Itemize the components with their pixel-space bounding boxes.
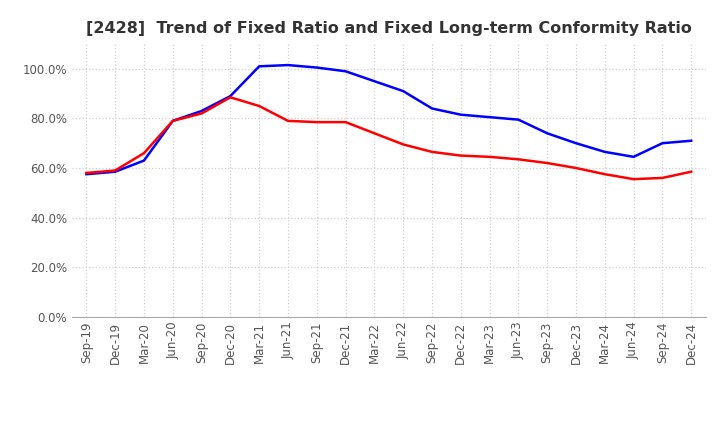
Fixed Ratio [197, 108, 206, 114]
Fixed Long-term Conformity Ratio [572, 165, 580, 171]
Line: Fixed Ratio: Fixed Ratio [86, 65, 691, 174]
Fixed Long-term Conformity Ratio [111, 168, 120, 173]
Fixed Long-term Conformity Ratio [341, 120, 350, 125]
Fixed Ratio [140, 158, 148, 163]
Fixed Ratio [572, 140, 580, 146]
Fixed Long-term Conformity Ratio [629, 176, 638, 182]
Line: Fixed Long-term Conformity Ratio: Fixed Long-term Conformity Ratio [86, 97, 691, 179]
Fixed Ratio [370, 79, 379, 84]
Fixed Ratio [82, 172, 91, 177]
Fixed Long-term Conformity Ratio [399, 142, 408, 147]
Fixed Ratio [255, 64, 264, 69]
Fixed Long-term Conformity Ratio [312, 120, 321, 125]
Fixed Ratio [485, 114, 494, 120]
Fixed Ratio [284, 62, 292, 68]
Fixed Long-term Conformity Ratio [514, 157, 523, 162]
Fixed Long-term Conformity Ratio [370, 131, 379, 136]
Fixed Long-term Conformity Ratio [456, 153, 465, 158]
Fixed Ratio [428, 106, 436, 111]
Fixed Long-term Conformity Ratio [82, 170, 91, 176]
Fixed Long-term Conformity Ratio [687, 169, 696, 174]
Fixed Long-term Conformity Ratio [140, 150, 148, 156]
Fixed Ratio [312, 65, 321, 70]
Fixed Ratio [600, 149, 609, 154]
Fixed Ratio [341, 69, 350, 74]
Fixed Ratio [658, 140, 667, 146]
Fixed Long-term Conformity Ratio [226, 95, 235, 100]
Fixed Long-term Conformity Ratio [197, 111, 206, 116]
Fixed Long-term Conformity Ratio [284, 118, 292, 124]
Fixed Ratio [629, 154, 638, 159]
Fixed Ratio [687, 138, 696, 143]
Fixed Ratio [226, 93, 235, 99]
Title: [2428]  Trend of Fixed Ratio and Fixed Long-term Conformity Ratio: [2428] Trend of Fixed Ratio and Fixed Lo… [86, 21, 692, 36]
Fixed Ratio [543, 131, 552, 136]
Fixed Long-term Conformity Ratio [543, 161, 552, 166]
Fixed Ratio [168, 118, 177, 124]
Fixed Long-term Conformity Ratio [255, 103, 264, 109]
Fixed Ratio [456, 112, 465, 117]
Fixed Long-term Conformity Ratio [168, 118, 177, 124]
Fixed Long-term Conformity Ratio [658, 175, 667, 180]
Fixed Ratio [399, 88, 408, 94]
Fixed Ratio [514, 117, 523, 122]
Fixed Long-term Conformity Ratio [428, 149, 436, 154]
Fixed Long-term Conformity Ratio [485, 154, 494, 159]
Fixed Ratio [111, 169, 120, 174]
Fixed Long-term Conformity Ratio [600, 172, 609, 177]
